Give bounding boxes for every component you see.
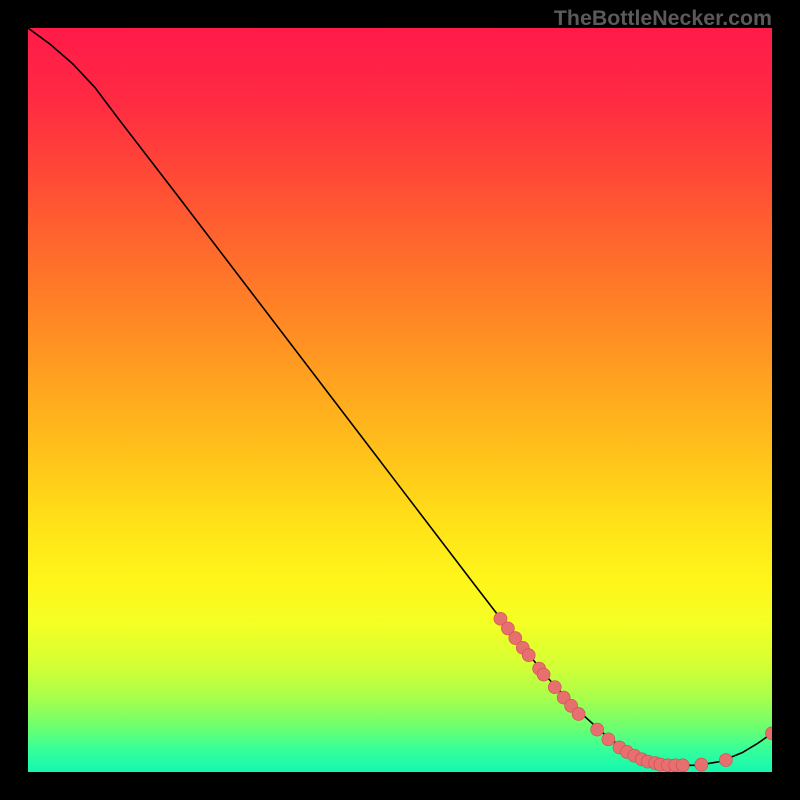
marker-point — [591, 723, 604, 736]
watermark-text: TheBottleNecker.com — [554, 6, 772, 31]
marker-point — [676, 759, 689, 772]
chart-svg — [28, 28, 772, 772]
marker-point — [548, 681, 561, 694]
marker-point — [719, 754, 732, 767]
marker-point — [522, 649, 535, 662]
marker-point — [572, 707, 585, 720]
gradient-background — [28, 28, 772, 772]
plot-area — [28, 28, 772, 772]
marker-point — [537, 668, 550, 681]
marker-point — [695, 758, 708, 771]
marker-point — [602, 733, 615, 746]
